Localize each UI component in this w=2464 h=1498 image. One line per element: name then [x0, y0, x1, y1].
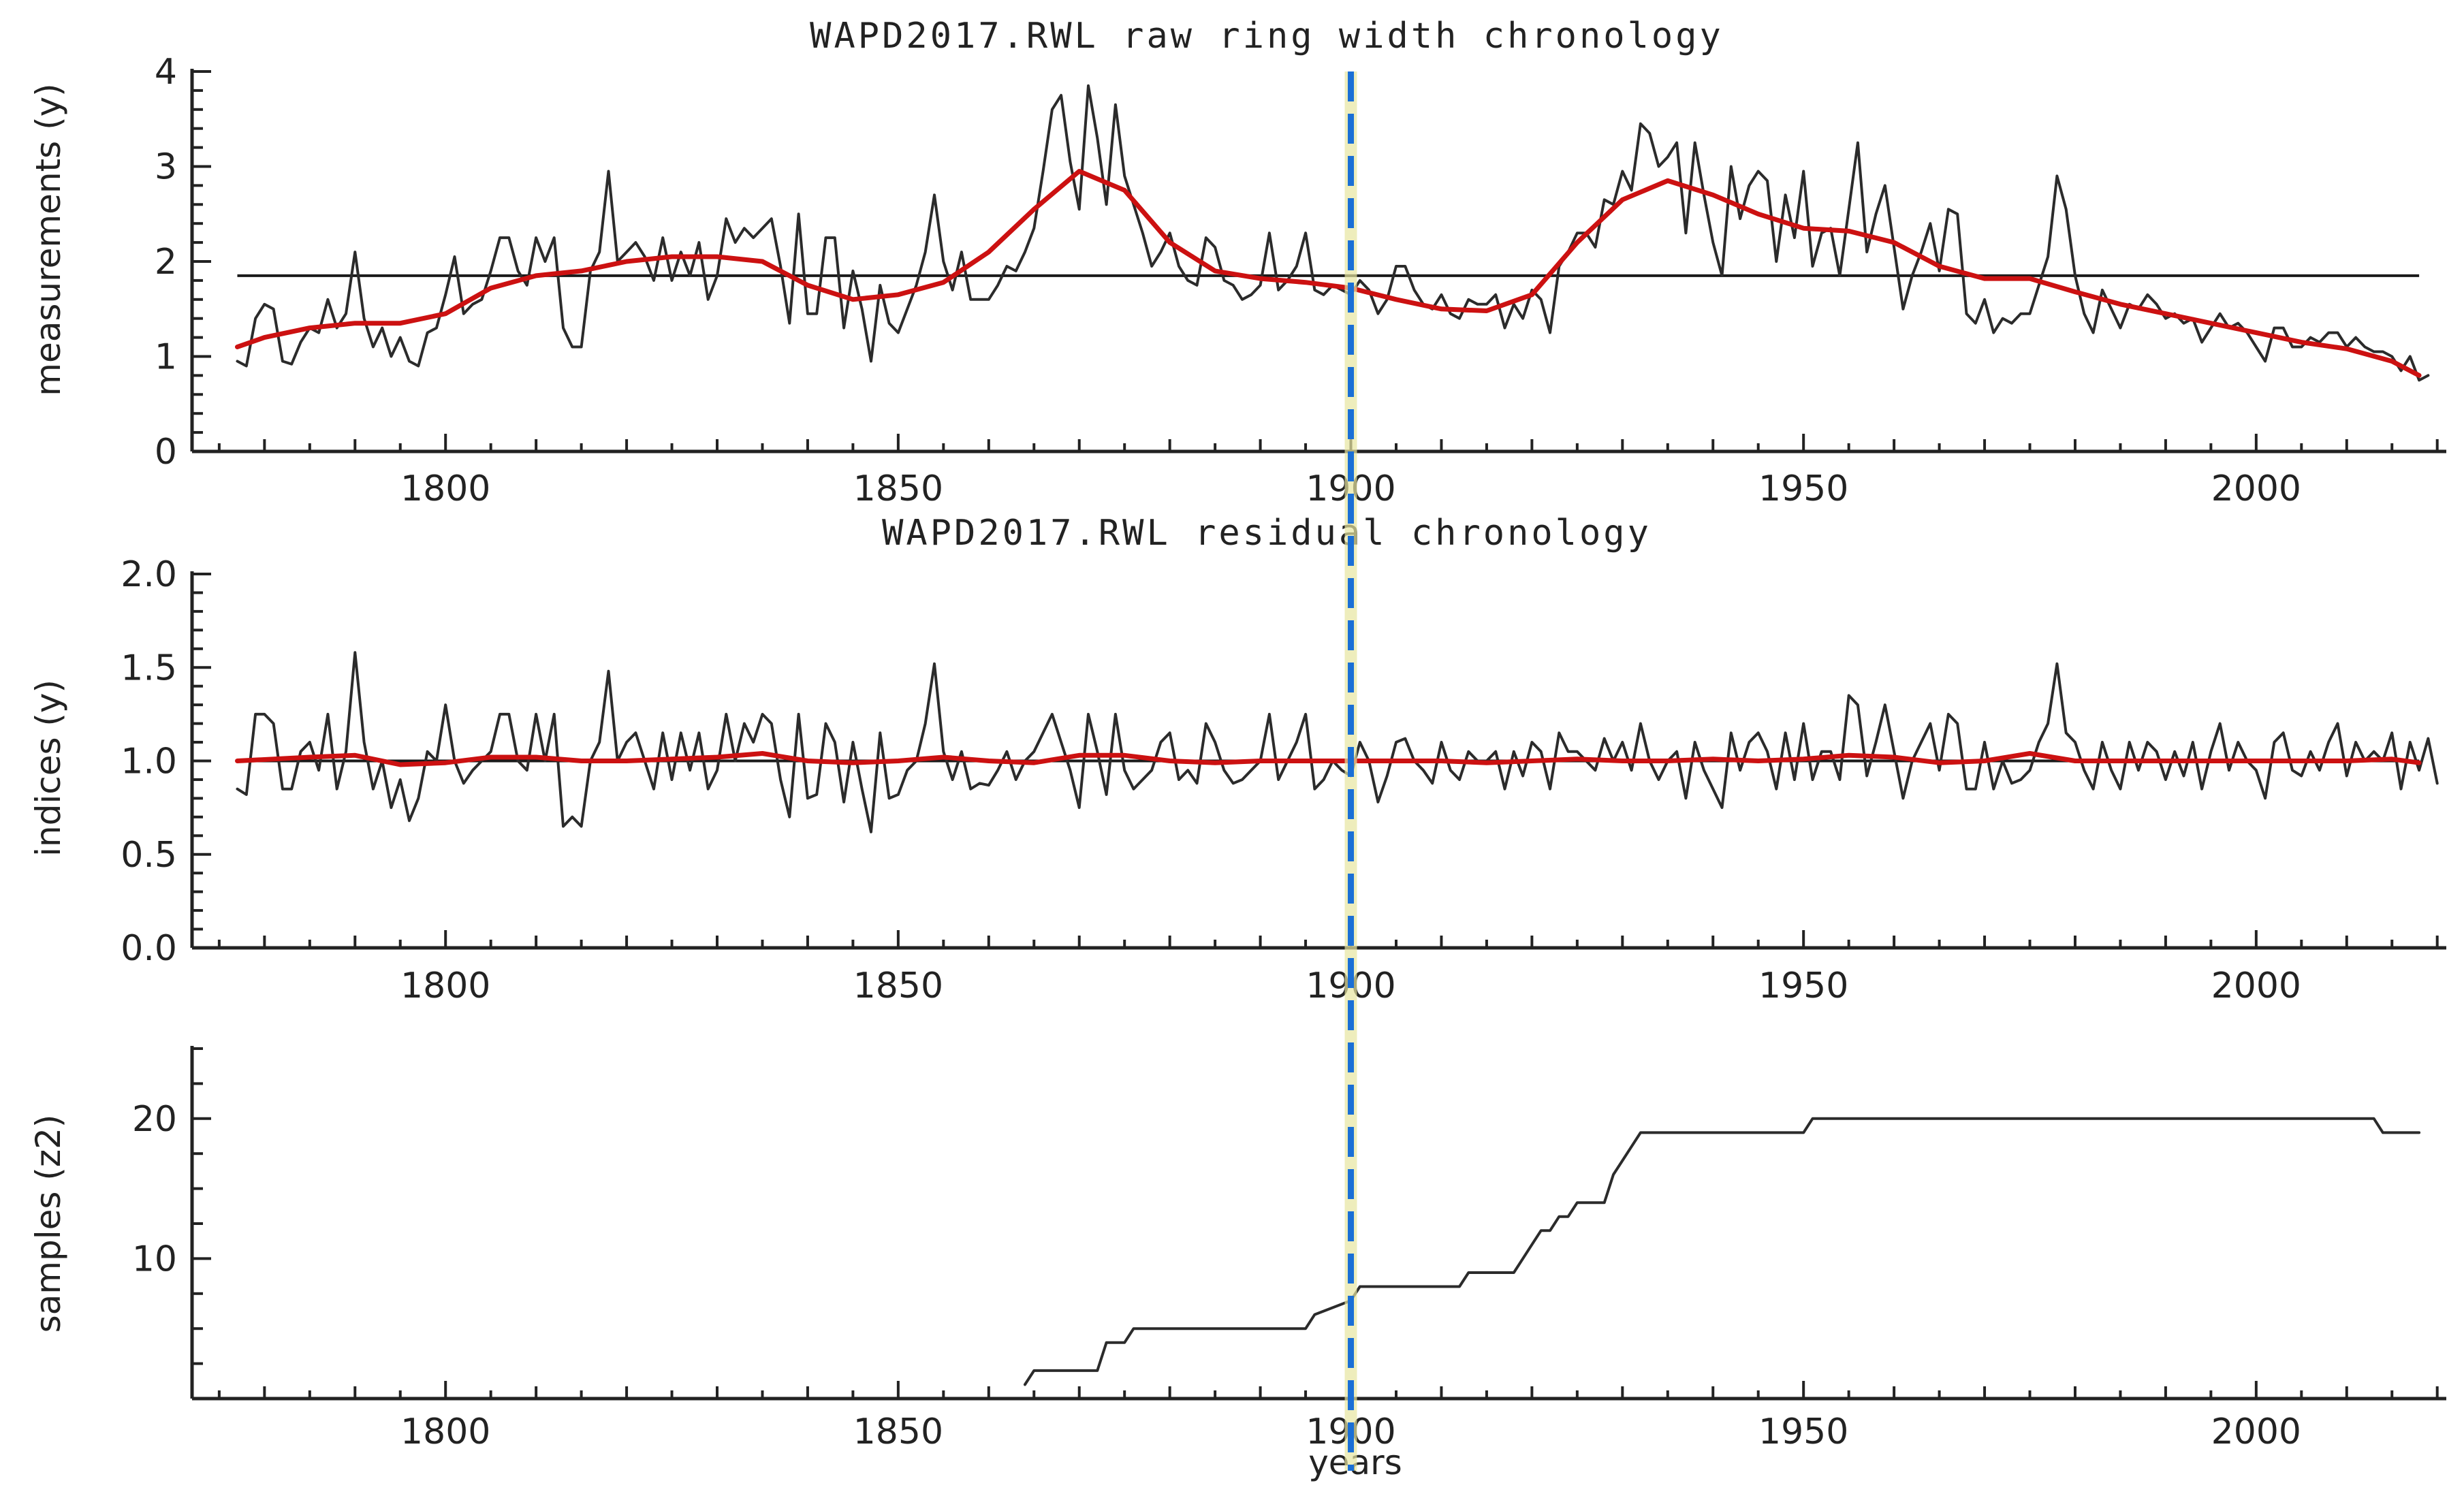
x-tick-label: 1850: [853, 468, 943, 509]
samples-y-axis-title: samples (z2): [29, 1115, 68, 1333]
x-tick-label: 1800: [400, 966, 490, 1006]
y-tick-label: 1.0: [121, 742, 177, 782]
series-line: [236, 651, 2439, 833]
y-tick-label: 0.0: [121, 928, 177, 969]
residual-chart-title: WAPD2017.RWL residual chronology: [882, 513, 1652, 554]
residual-y-axis-title: indices (y): [29, 680, 68, 857]
x-tick-label: 2000: [2211, 468, 2301, 509]
y-tick-label: 20: [132, 1099, 177, 1140]
raw-chart-title: WAPD2017.RWL raw ring width chronology: [810, 16, 1724, 57]
x-tick-label: 1800: [400, 468, 490, 509]
y-tick-label: 4: [155, 52, 177, 93]
y-tick-label: 0: [155, 432, 177, 473]
smoothing-spline-line: [235, 169, 2422, 378]
x-tick-label: 2000: [2211, 1412, 2301, 1452]
y-tick-label: 2.0: [121, 554, 177, 595]
raw-y-axis-title: measurements (y): [29, 83, 68, 396]
raw-chart-marks: 1800185019001950200001234: [155, 52, 2446, 509]
residual-chart-marks: 180018501900195020000.00.51.01.52.0: [121, 554, 2446, 1006]
y-tick-label: 1: [155, 337, 177, 378]
x-tick-label: 1950: [1758, 1412, 1848, 1452]
x-tick-label: 1850: [853, 1412, 943, 1452]
samples-chart-marks: 180018501900195020001020: [132, 1046, 2446, 1452]
y-tick-label: 3: [155, 147, 177, 188]
x-tick-label: 1950: [1758, 468, 1848, 509]
x-tick-label: 1950: [1758, 966, 1848, 1006]
y-tick-label: 10: [132, 1239, 177, 1279]
sample-depth-panel: samples (z2) years 180018501900195020001…: [29, 1046, 2446, 1482]
x-tick-label: 1800: [400, 1412, 490, 1452]
y-tick-label: 0.5: [121, 835, 177, 876]
smoothing-spline-line: [235, 751, 2422, 767]
series-line: [236, 84, 2430, 382]
raw-ring-width-panel: WAPD2017.RWL raw ring width chronology m…: [29, 16, 2446, 509]
x-tick-label: 2000: [2211, 966, 2301, 1006]
sample-depth-line: [1024, 1117, 2421, 1386]
y-tick-label: 1.5: [121, 648, 177, 688]
residual-panel: WAPD2017.RWL residual chronology indices…: [29, 513, 2446, 1006]
y-tick-label: 2: [155, 242, 177, 283]
x-tick-label: 1850: [853, 966, 943, 1006]
